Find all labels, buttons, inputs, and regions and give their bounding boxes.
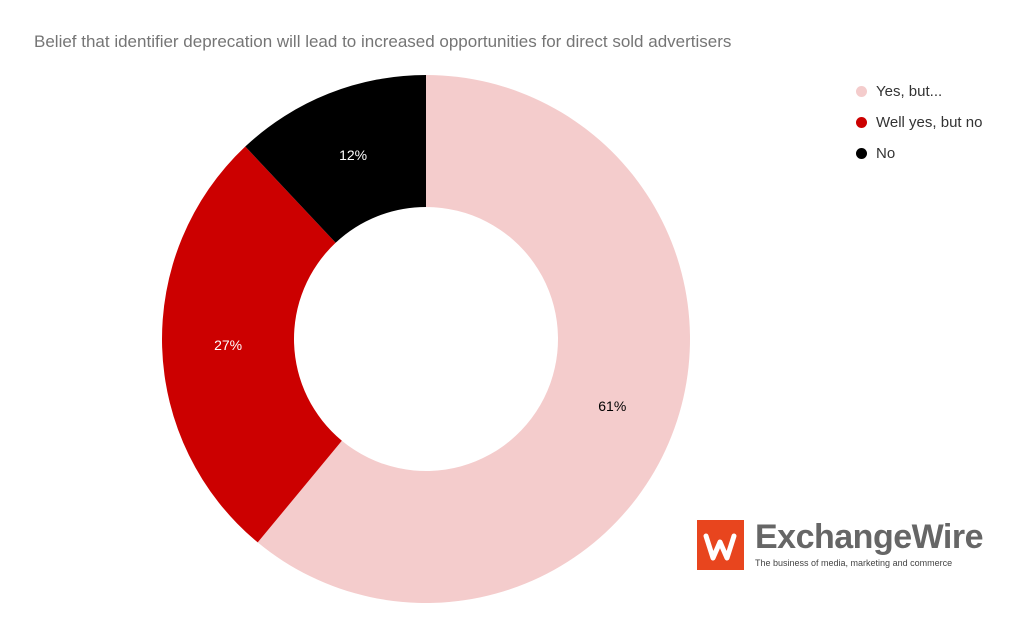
legend-swatch-yes-but <box>856 86 867 97</box>
legend-label-yes-but: Yes, but... <box>876 83 943 100</box>
legend-item-no[interactable]: No <box>856 138 982 169</box>
legend-label-well-yes-but-no: Well yes, but no <box>876 114 983 131</box>
legend-swatch-well-yes-but-no <box>856 117 867 128</box>
legend-label-no: No <box>876 145 896 162</box>
chart-legend: Yes, but... Well yes, but no No <box>856 76 982 169</box>
exchangewire-logo: ExchangeWire The business of media, mark… <box>697 518 997 572</box>
legend-swatch-no <box>856 148 867 159</box>
slice-label-well-yes-but-no: 27% <box>214 337 242 353</box>
slice-well-yes-but-no[interactable] <box>162 146 342 543</box>
slice-label-yes-but: 61% <box>598 398 626 414</box>
brand-tagline: The business of media, marketing and com… <box>755 558 953 568</box>
exchangewire-logo-icon <box>697 520 744 570</box>
slice-label-no: 12% <box>339 147 367 163</box>
chart-title: Belief that identifier deprecation will … <box>34 32 732 51</box>
slice-yes-but[interactable] <box>257 75 691 603</box>
slice-no[interactable] <box>245 75 426 243</box>
brand-name: ExchangeWire <box>755 518 984 556</box>
legend-item-yes-but[interactable]: Yes, but... <box>856 76 982 107</box>
legend-item-well-yes-but-no[interactable]: Well yes, but no <box>856 107 982 138</box>
